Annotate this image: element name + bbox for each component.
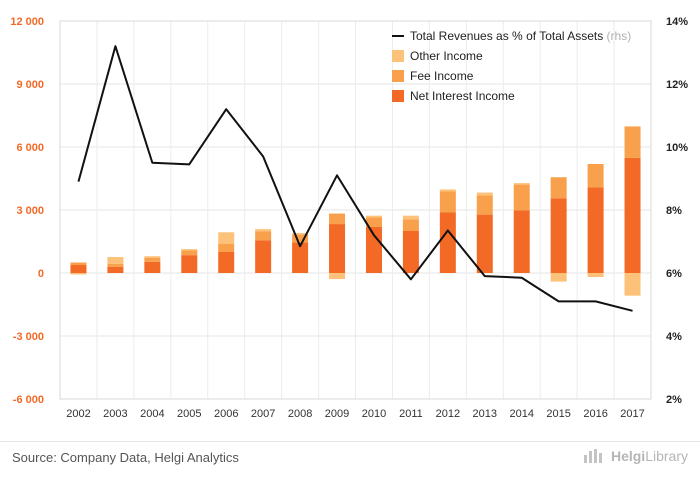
bar-net-interest-income — [587, 187, 604, 273]
chart: -6 000 -3 000 0 3 000 6 000 9 000 12 000 2% 4% 6%… — [10, 16, 688, 420]
x-tick-label: 2010 — [362, 408, 386, 420]
bar-net-interest-income — [292, 242, 309, 273]
footer-divider — [0, 441, 700, 442]
bar-other-income — [329, 273, 346, 280]
bar-fee-income — [218, 244, 235, 252]
bar-other-income — [70, 273, 87, 275]
bar-net-interest-income — [255, 240, 272, 273]
bar-net-interest-income — [550, 198, 567, 273]
y-tick-label: -3 000 — [13, 331, 44, 343]
bar-fee-income — [624, 126, 641, 158]
bar-fee-income — [292, 234, 309, 243]
legend-suffix: (rhs) — [603, 29, 631, 43]
y2-tick-label: 10% — [666, 142, 688, 154]
line-total-revenues-pct — [77, 45, 633, 312]
bar-other-income — [292, 233, 309, 235]
bar-net-interest-income — [70, 265, 87, 273]
bar-other-income — [402, 215, 419, 220]
y2-tick-label: 6% — [666, 268, 682, 280]
bar-net-interest-income — [624, 157, 641, 273]
y-tick-label: 0 — [38, 268, 44, 280]
y2-tick-label: 4% — [666, 331, 682, 343]
bar-other-income — [365, 215, 382, 218]
bar-fee-income — [550, 177, 567, 199]
y-tick-label: -6 000 — [13, 394, 44, 406]
source-note: Source: Company Data, Helgi Analytics — [12, 450, 239, 465]
bar-fee-income — [144, 257, 161, 262]
bar-other-income — [587, 273, 604, 277]
x-tick-label: 2008 — [288, 408, 312, 420]
bar-net-interest-income — [402, 231, 419, 273]
legend-label: Fee Income — [410, 69, 474, 83]
helgi-library-logo: HelgiLibrary — [583, 448, 688, 464]
x-tick-label: 2009 — [325, 408, 349, 420]
logo-suffix: Library — [645, 448, 688, 464]
bar-other-income — [144, 256, 161, 258]
bar-other-income — [255, 229, 272, 232]
x-tick-label: 2004 — [140, 408, 164, 420]
bar-fee-income — [513, 184, 530, 211]
bar-net-interest-income — [218, 252, 235, 273]
x-tick-label: 2015 — [546, 408, 570, 420]
bar-fee-income — [439, 191, 456, 213]
bar-other-income — [181, 249, 198, 251]
bar-fee-income — [402, 219, 419, 231]
bar-other-income — [476, 192, 493, 196]
bar-other-income — [513, 183, 530, 185]
y2-tick-label: 12% — [666, 79, 688, 91]
x-tick-label: 2003 — [103, 408, 127, 420]
bar-net-interest-income — [181, 255, 198, 273]
bar-fee-income — [70, 262, 87, 266]
x-tick-label: 2012 — [436, 408, 460, 420]
x-tick-label: 2007 — [251, 408, 275, 420]
y-tick-label: 9 000 — [16, 79, 44, 91]
x-tick-label: 2005 — [177, 408, 201, 420]
bar-fee-income — [365, 217, 382, 228]
x-tick-label: 2006 — [214, 408, 238, 420]
y2-tick-label: 8% — [666, 205, 682, 217]
y-tick-label: 12 000 — [10, 16, 44, 28]
bar-other-income — [107, 257, 124, 264]
bar-net-interest-income — [107, 266, 124, 273]
plot-border — [59, 20, 652, 400]
x-tick-label: 2014 — [509, 408, 533, 420]
logo-brand: Helgi — [610, 448, 646, 464]
x-tick-label: 2013 — [473, 408, 497, 420]
x-tick-label: 2011 — [399, 408, 423, 420]
bar-net-interest-income — [476, 214, 493, 273]
bar-net-interest-income — [144, 261, 161, 273]
y2-tick-label: 2% — [666, 394, 682, 406]
y-tick-label: 3 000 — [16, 205, 44, 217]
bar-fee-income — [107, 263, 124, 267]
y-tick-label: 6 000 — [16, 142, 44, 154]
bar-net-interest-income — [329, 224, 346, 273]
x-tick-label: 2016 — [583, 408, 607, 420]
bar-other-income — [439, 189, 456, 192]
legend-swatch — [392, 90, 404, 102]
legend-label: Other Income — [410, 49, 483, 63]
bar-other-income — [218, 232, 235, 245]
bar-other-income — [624, 273, 641, 296]
legend-label: Net Interest Income — [410, 89, 515, 103]
x-tick-label: 2002 — [66, 408, 90, 420]
library-logo-icon — [583, 449, 606, 463]
bar-net-interest-income — [439, 212, 456, 273]
legend-swatch — [392, 50, 404, 62]
bar-fee-income — [587, 164, 604, 188]
bar-fee-income — [255, 231, 272, 241]
legend-swatch — [392, 70, 404, 82]
bar-fee-income — [476, 195, 493, 215]
x-tick-label: 2017 — [620, 408, 644, 420]
bar-fee-income — [181, 250, 198, 256]
legend-label: Total Revenues as % of Total Assets (rhs… — [410, 29, 631, 43]
y2-tick-label: 14% — [666, 16, 688, 28]
bar-fee-income — [329, 213, 346, 225]
bar-other-income — [550, 273, 567, 282]
bar-net-interest-income — [513, 210, 530, 273]
